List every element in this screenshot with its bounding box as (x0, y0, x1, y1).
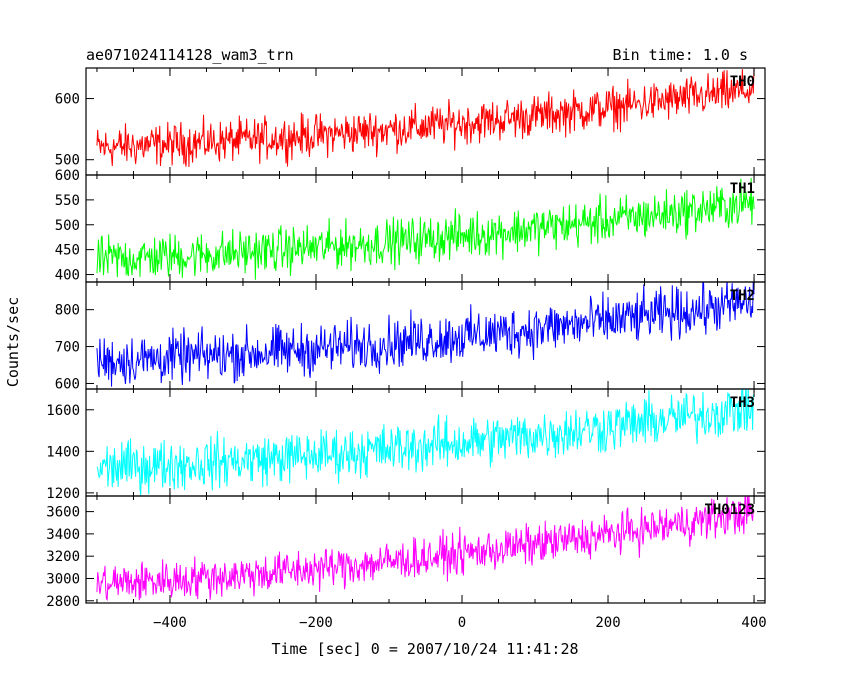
y-tick-label: 2800 (46, 594, 80, 610)
y-tick-label: 500 (55, 218, 80, 234)
panel-th1: 400 450 500 550 600 TH1 (55, 168, 766, 284)
panel-name-label: TH1 (730, 181, 755, 197)
y-tick-label: 600 (55, 376, 80, 392)
y-tick-label: 1600 (46, 403, 80, 419)
x-tick-labels: −400 −200 0 200 400 (153, 615, 767, 631)
x-axis-label: Time [sec] 0 = 2007/10/24 11:41:28 (271, 640, 578, 658)
y-tick-label: 700 (55, 340, 80, 356)
y-tick-label: 1400 (46, 444, 80, 460)
panel-th0123: 2800 3000 3200 3400 3600 TH0123 (46, 495, 766, 610)
panel-frame (85, 174, 766, 283)
x-tick-label: −400 (153, 615, 187, 631)
y-tick-label: 3400 (46, 527, 80, 543)
bin-time-label: Bin time: 1.0 s (613, 46, 748, 64)
panel-th3: 1200 1400 1600 TH3 (46, 388, 766, 502)
y-tick-label: 3000 (46, 571, 80, 587)
panel-th2: 600 700 800 TH2 (55, 281, 766, 392)
panel-frame (85, 281, 766, 390)
panel-name-label: TH3 (730, 395, 755, 411)
y-tick-label: 800 (55, 303, 80, 319)
panel-name-label: TH2 (730, 288, 755, 304)
series-line-th0123 (96, 496, 755, 602)
y-tick-label: 600 (55, 168, 80, 184)
y-tick-label: 400 (55, 268, 80, 284)
y-tick-label: 450 (55, 243, 80, 259)
panel-th0: 500 600 TH0 (55, 67, 766, 176)
y-tick-label: 3200 (46, 549, 80, 565)
panel-name-label: TH0123 (704, 502, 755, 518)
series-line-th0 (96, 68, 755, 167)
y-tick-label: 1200 (46, 486, 80, 502)
x-tick-label: −200 (299, 615, 333, 631)
series-line-th1 (96, 177, 755, 280)
chart-title: ae071024114128_wam3_trn (86, 46, 294, 64)
y-tick-label: 550 (55, 193, 80, 209)
panels-group: 500600TH0400450500550600TH1600700800TH21… (46, 67, 766, 610)
panel-name-label: TH0 (730, 74, 755, 90)
x-tick-label: 400 (741, 615, 766, 631)
y-axis-label: Counts/sec (4, 297, 22, 387)
y-tick-label: 600 (55, 92, 80, 108)
series-line-th2 (96, 282, 755, 387)
y-tick-label: 500 (55, 153, 80, 169)
x-tick-label: 200 (595, 615, 620, 631)
y-tick-label: 3600 (46, 505, 80, 521)
x-tick-label: 0 (458, 615, 466, 631)
series-line-th3 (96, 389, 755, 496)
